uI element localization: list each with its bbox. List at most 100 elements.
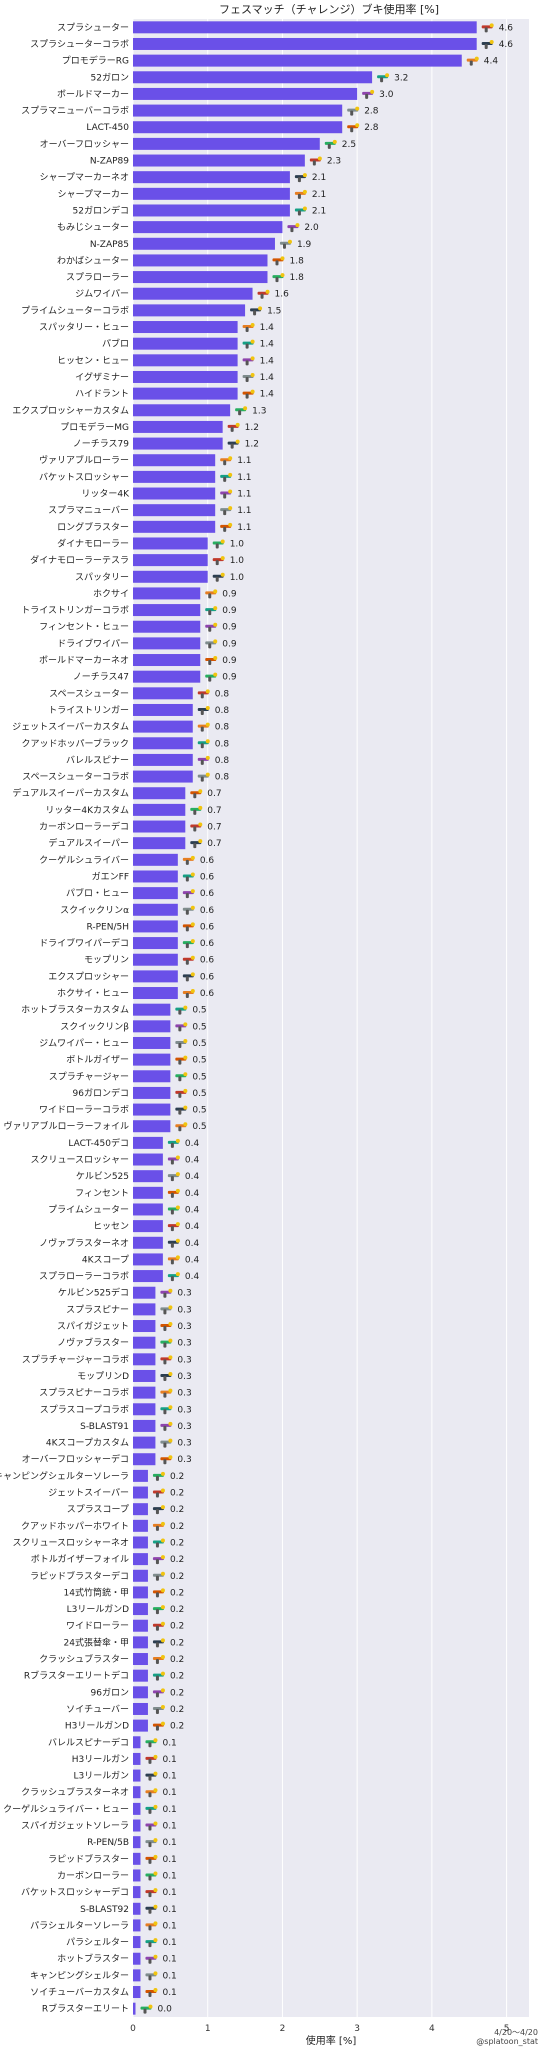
bar <box>133 1469 148 1482</box>
value-label: 2.1 <box>312 173 326 183</box>
x-tick-label: 5 <box>504 2024 510 2034</box>
weapon-icon <box>160 1371 173 1381</box>
bar <box>133 837 186 850</box>
weapon-icon <box>152 1538 165 1548</box>
bar-row: エクスプロッシャー 0.6 <box>48 970 214 982</box>
bar-row: ノヴァブラスターネオ 0.4 <box>39 1237 199 1249</box>
category-label: モップリン <box>84 955 129 966</box>
weapon-icon <box>272 273 285 283</box>
weapon-icon <box>145 1888 158 1898</box>
value-label: 1.1 <box>237 473 251 483</box>
category-label: クーゲルシュライバー <box>39 854 129 866</box>
category-label: ホクサイ・ヒュー <box>57 988 129 999</box>
category-label: ラピッドブラスターデコ <box>30 1570 129 1582</box>
bar-row: モップリンD 0.3 <box>77 1369 192 1382</box>
value-label: 0.4 <box>185 1139 200 1149</box>
bar-row: スペースシューターコラボ 0.8 <box>22 770 229 783</box>
value-label: 0.9 <box>222 639 237 649</box>
value-label: 1.5 <box>267 306 281 316</box>
category-label: ヴァリアブルローラーフォイル <box>4 1120 129 1132</box>
weapon-icon <box>227 422 240 432</box>
bar <box>133 870 178 883</box>
category-label: 4Kスコープカスタム <box>46 1438 129 1449</box>
bar <box>133 437 223 450</box>
bar <box>133 1153 163 1166</box>
bar-row: クラッシュブラスターネオ 0.1 <box>21 1786 177 1798</box>
category-label: ボールドマーカー <box>57 89 129 100</box>
bar-row: デュアルスイーパーカスタム 0.7 <box>12 787 221 799</box>
weapon-icon <box>197 755 210 765</box>
bar-row: クーゲルシュライバー 0.6 <box>39 854 214 866</box>
bar-row: スペースシューター 0.8 <box>49 687 229 699</box>
value-label: 0.5 <box>192 1056 206 1066</box>
value-label: 0.7 <box>207 789 221 799</box>
weapon-icon <box>190 822 203 832</box>
bar <box>133 670 201 683</box>
category-label: バケットスロッシャー <box>39 472 129 483</box>
bar-row: キャンピングシェルターソレーラ 0.2 <box>0 1470 184 1482</box>
bar <box>133 271 268 284</box>
bar-row: スプラローラー 1.8 <box>66 271 304 283</box>
value-label: 0.8 <box>215 723 230 733</box>
value-label: 0.4 <box>185 1189 200 1199</box>
category-label: 4Kスコープ <box>82 1254 129 1265</box>
bar-row: シャープマーカー 2.1 <box>58 187 326 200</box>
bar-row: ラピッドブラスターデコ 0.2 <box>30 1570 184 1582</box>
weapon-icon <box>145 1804 158 1814</box>
weapon-icon <box>167 1238 180 1248</box>
bar <box>133 787 186 800</box>
bar-row: イグザミナー 1.4 <box>75 371 274 383</box>
bar <box>133 454 216 467</box>
category-label: ヴァリアブルローラー <box>39 454 129 466</box>
weapon-icon <box>145 1854 158 1864</box>
bar-row: ドライブワイパーデコ 0.6 <box>39 937 214 949</box>
bar <box>133 1819 141 1832</box>
value-label: 0.9 <box>222 673 237 683</box>
bar-row: バケットスロッシャーデコ 0.1 <box>21 1886 177 1898</box>
category-label: ジェットスイーパーカスタム <box>12 722 129 733</box>
bar <box>133 71 373 84</box>
value-label: 0.1 <box>162 1738 176 1748</box>
category-label: ボトルガイザーフォイル <box>31 1554 129 1565</box>
weapon-icon <box>347 123 360 133</box>
bar-row: デュアルスイーパー 0.7 <box>48 837 221 849</box>
weapon-icon <box>205 622 218 632</box>
bar <box>133 1503 148 1516</box>
bar <box>133 387 238 400</box>
weapon-icon <box>481 39 494 49</box>
bar-row: パブロ・ヒュー 0.6 <box>66 887 214 899</box>
category-label: ヒッセン <box>93 1221 129 1232</box>
bar <box>133 137 320 150</box>
bar-row: ドライブワイパー 0.9 <box>57 637 237 649</box>
weapon-icon <box>152 1505 165 1515</box>
category-label: リッター4K <box>81 489 130 500</box>
x-tick-label: 4 <box>429 2024 435 2034</box>
bar-row: ガエンFF 0.6 <box>92 870 214 883</box>
value-label: 0.2 <box>170 1522 184 1532</box>
value-label: 0.2 <box>170 1588 184 1598</box>
value-label: 0.2 <box>170 1489 184 1499</box>
bar <box>133 570 208 583</box>
category-label: スプラシューターコラボ <box>30 39 129 50</box>
weapon-icon <box>152 1721 165 1731</box>
bar-row: 96ガロンデコ 0.5 <box>73 1087 207 1099</box>
bar <box>133 321 238 334</box>
bar-row: スパイガジェットソレーラ 0.1 <box>21 1819 177 1832</box>
bar-row: スプラマニューバー 1.1 <box>48 504 252 516</box>
value-label: 0.6 <box>200 856 215 866</box>
weapon-icon <box>242 339 255 349</box>
value-label: 2.5 <box>342 140 356 150</box>
weapon-icon <box>197 772 210 782</box>
bar <box>133 487 216 500</box>
weapon-icon <box>152 1621 165 1631</box>
weapon-icon <box>197 705 210 715</box>
bar <box>133 1836 141 1849</box>
value-label: 1.1 <box>237 456 251 466</box>
bar-row: ボールドマーカーネオ 0.9 <box>39 654 237 666</box>
category-label: N-ZAP89 <box>90 157 129 167</box>
bar-row: スプラシューターコラボ 4.6 <box>30 37 513 50</box>
weapon-icon <box>279 239 292 249</box>
category-label: ジムワイパー・ヒュー <box>39 1038 129 1049</box>
bar-row: N-ZAP85 1.9 <box>90 237 312 250</box>
bar <box>133 1852 141 1865</box>
